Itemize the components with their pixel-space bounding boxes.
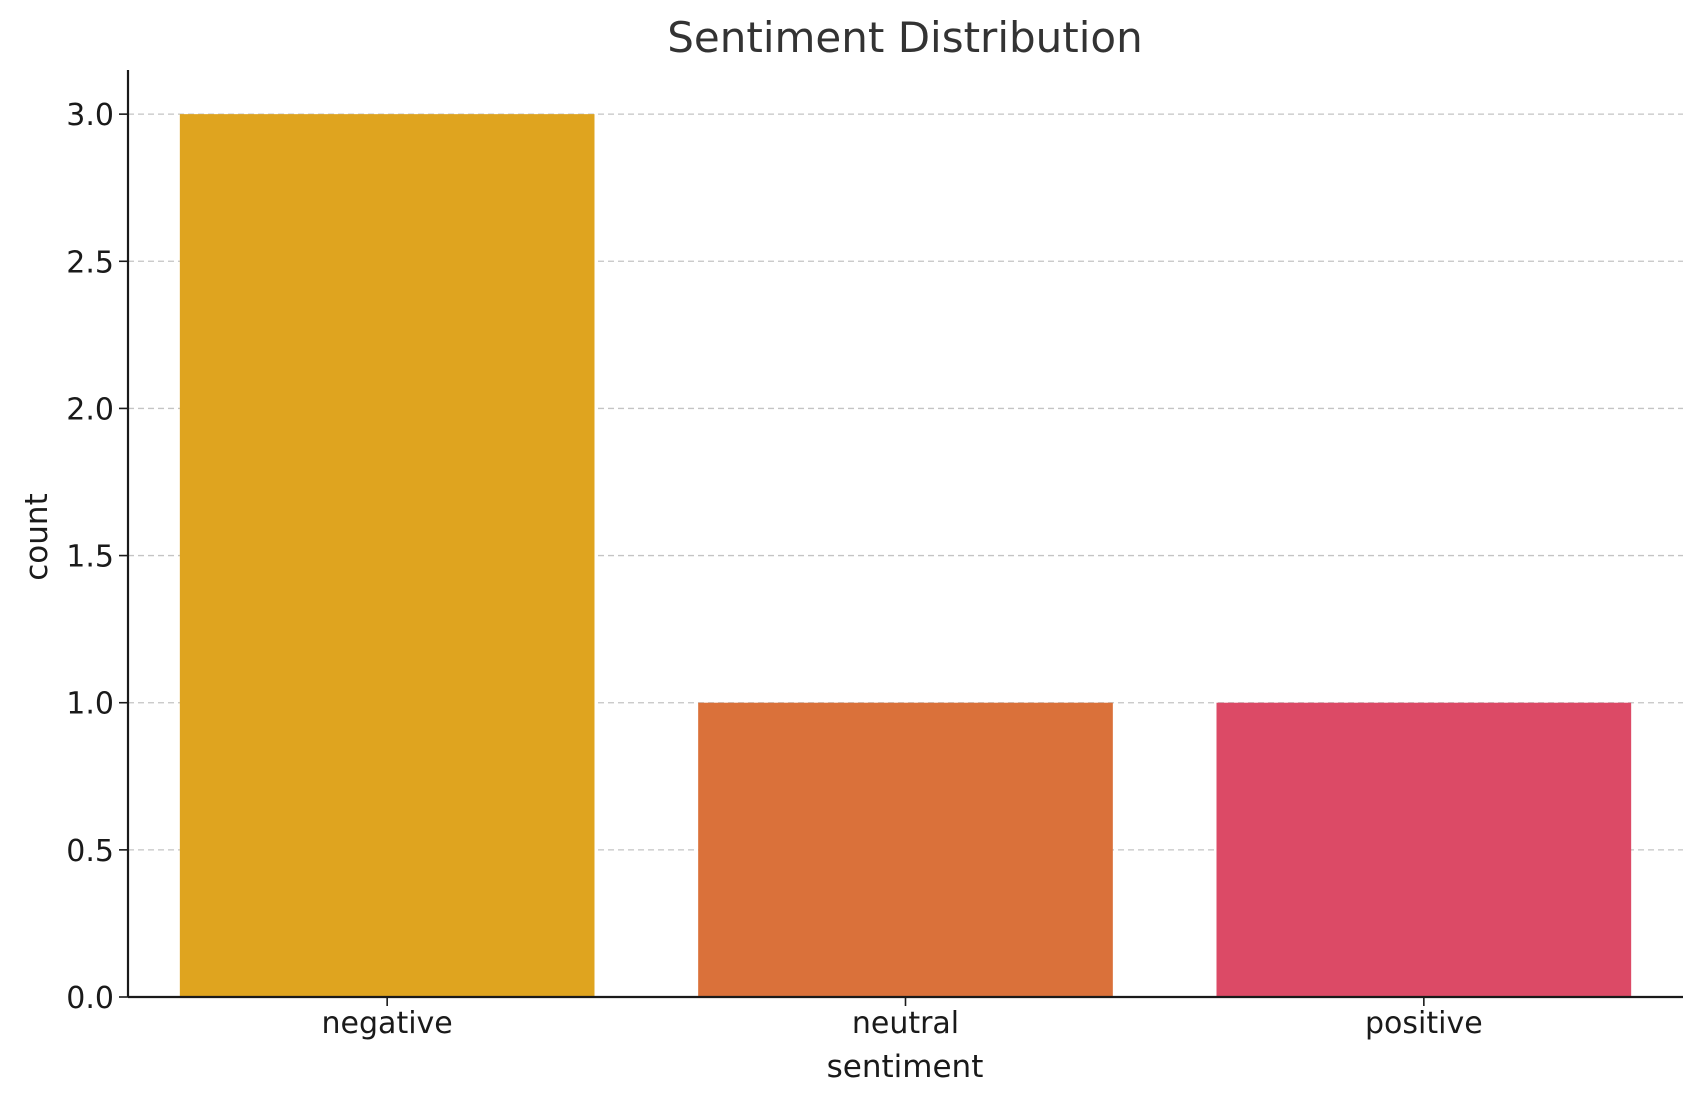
x-axis: negative neutral positive: [128, 995, 1683, 1041]
y-tick-label: 2.5: [66, 245, 114, 280]
bar-positive: [1216, 702, 1632, 997]
x-tick-label: neutral: [852, 1006, 959, 1041]
y-tick-label: 3.0: [66, 98, 114, 133]
y-tick-label: 1.0: [66, 687, 114, 722]
y-axis-label: count: [19, 493, 55, 580]
y-tick-label: 0.0: [66, 981, 114, 1016]
y-tick-label: 1.5: [66, 540, 114, 575]
x-tick-label: negative: [322, 1006, 453, 1041]
x-tick-label: positive: [1365, 1006, 1483, 1041]
bar-neutral: [698, 702, 1113, 997]
bar-negative: [179, 114, 595, 997]
y-tick-label: 0.5: [66, 834, 114, 869]
bars: [179, 114, 1632, 997]
chart-title: Sentiment Distribution: [667, 13, 1142, 62]
y-tick-label: 2.0: [66, 392, 114, 427]
y-axis: 0.0 0.5 1.0 1.5 2.0 2.5 3.0: [66, 70, 130, 1016]
x-axis-label: sentiment: [827, 1049, 984, 1085]
